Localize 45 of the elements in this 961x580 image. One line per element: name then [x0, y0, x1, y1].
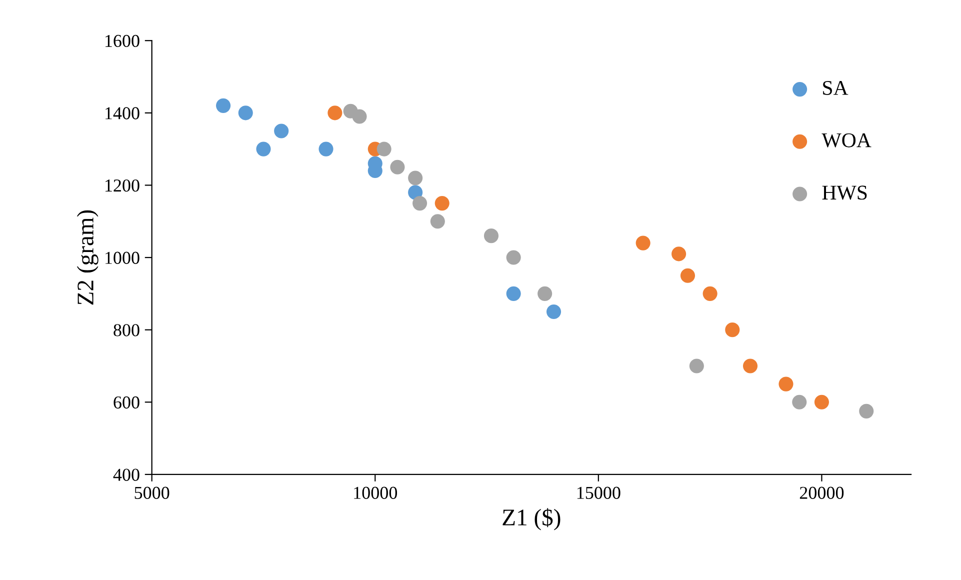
x-axis-title: Z1 ($): [502, 508, 560, 530]
x-tick-label: 20000: [800, 486, 844, 499]
point: [328, 106, 342, 120]
point: [274, 124, 289, 138]
legend-label: SA: [823, 80, 848, 95]
y-tick-label: 600: [114, 396, 140, 409]
point: [506, 250, 521, 265]
point: [742, 358, 758, 374]
point: [412, 196, 428, 211]
point: [792, 394, 807, 410]
point: [256, 142, 271, 156]
legend-label: HWS: [822, 186, 867, 200]
point: [238, 106, 253, 120]
y-tick-label: 1000: [106, 252, 140, 264]
x-tick-label: 5000: [134, 486, 170, 499]
point: [680, 268, 696, 283]
legend-label: WOA: [822, 133, 872, 148]
point: [538, 286, 552, 301]
y-tick-label: 1200: [106, 179, 140, 192]
point: [408, 170, 423, 186]
point: [778, 376, 794, 392]
y-tick-label: 800: [114, 324, 140, 336]
point: [702, 286, 718, 301]
point: [672, 246, 686, 262]
point: [814, 394, 829, 410]
point: [636, 236, 650, 250]
point: [216, 98, 231, 113]
point: [689, 358, 704, 374]
y-tick-label: 1600: [106, 34, 140, 48]
point: [318, 142, 334, 156]
point: [484, 228, 499, 244]
point: [506, 286, 521, 301]
point: [352, 109, 367, 124]
point: [434, 196, 450, 211]
x-tick-label: 15000: [577, 486, 620, 499]
y-tick-label: 1400: [106, 107, 140, 120]
x-tick-label: 10000: [354, 486, 398, 499]
point: [390, 160, 405, 174]
y-tick-label: 400: [113, 468, 140, 481]
point: [725, 322, 740, 338]
y-axis-title: Z2 (gram): [76, 210, 98, 305]
point: [859, 404, 874, 418]
point: [376, 142, 392, 156]
point: [430, 214, 445, 229]
point: [546, 304, 562, 320]
